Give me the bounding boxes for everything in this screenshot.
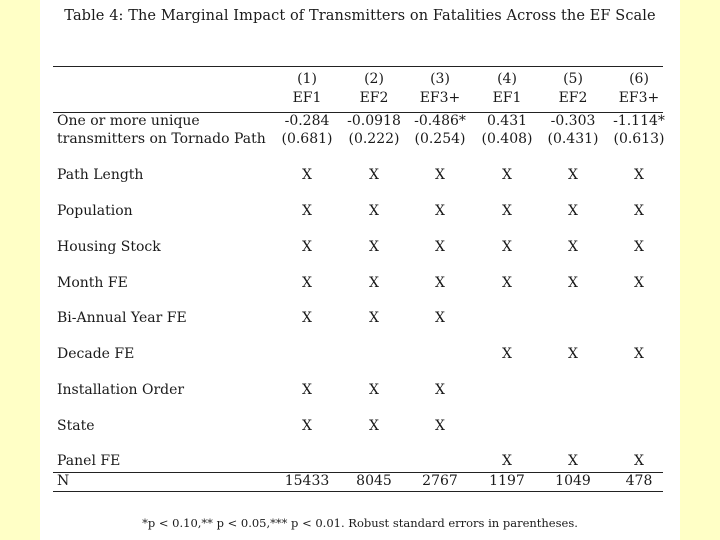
- column-name: EF2: [558, 90, 588, 106]
- control-label: Population: [57, 203, 133, 219]
- control-mark: X: [435, 275, 445, 291]
- control-label: Path Length: [57, 167, 144, 183]
- control-mark: X: [435, 167, 445, 183]
- control-mark: X: [435, 239, 445, 255]
- column-number: (5): [563, 71, 583, 87]
- column-number: (2): [364, 71, 384, 87]
- control-mark: X: [302, 167, 312, 183]
- control-mark: X: [369, 418, 379, 434]
- n-value: 478: [625, 473, 653, 489]
- control-mark: X: [502, 275, 512, 291]
- n-value: 1049: [555, 473, 591, 489]
- control-mark: X: [369, 167, 379, 183]
- control-mark: X: [302, 275, 312, 291]
- paper-page: Table 4: The Marginal Impact of Transmit…: [40, 0, 680, 540]
- control-mark: X: [568, 203, 578, 219]
- n-value: 1197: [489, 473, 525, 489]
- column-number: (1): [297, 71, 317, 87]
- std-error: (0.254): [414, 131, 466, 147]
- coef-label-line1: One or more unique: [57, 113, 200, 129]
- table-caption: Table 4: The Marginal Impact of Transmit…: [64, 8, 656, 24]
- control-mark: X: [634, 453, 644, 469]
- table-header-rule: [53, 112, 663, 113]
- control-mark: X: [302, 203, 312, 219]
- control-mark: X: [369, 239, 379, 255]
- control-mark: X: [502, 346, 512, 362]
- control-mark: X: [302, 382, 312, 398]
- control-mark: X: [568, 167, 578, 183]
- control-label: State: [57, 418, 95, 434]
- control-mark: X: [369, 310, 379, 326]
- column-name: EF3+: [618, 90, 660, 106]
- n-label: N: [57, 473, 70, 489]
- coef-label-line2: transmitters on Tornado Path: [57, 131, 266, 147]
- coef-value: 0.431: [486, 113, 528, 129]
- coef-value: -0.303: [550, 113, 596, 129]
- control-mark: X: [435, 382, 445, 398]
- control-mark: X: [302, 239, 312, 255]
- control-mark: X: [435, 310, 445, 326]
- control-mark: X: [369, 382, 379, 398]
- column-name: EF1: [292, 90, 322, 106]
- column-name: EF3+: [419, 90, 461, 106]
- coef-value: -0.0918: [347, 113, 401, 129]
- table-top-rule: [53, 66, 663, 67]
- control-mark: X: [568, 239, 578, 255]
- control-mark: X: [634, 346, 644, 362]
- control-label: Installation Order: [57, 382, 185, 398]
- control-label: Bi-Annual Year FE: [57, 310, 187, 326]
- control-mark: X: [502, 239, 512, 255]
- column-number: (3): [430, 71, 450, 87]
- std-error: (0.222): [348, 131, 400, 147]
- column-number: (4): [497, 71, 517, 87]
- control-label: Panel FE: [57, 453, 121, 469]
- control-label: Month FE: [57, 275, 128, 291]
- coef-value: -1.114*: [613, 113, 665, 129]
- control-mark: X: [302, 418, 312, 434]
- n-value: 15433: [284, 473, 330, 489]
- n-value: 2767: [422, 473, 458, 489]
- table-footnote: *p < 0.10,** p < 0.05,*** p < 0.01. Robu…: [142, 516, 578, 530]
- control-mark: X: [369, 275, 379, 291]
- std-error: (0.431): [547, 131, 599, 147]
- column-number: (6): [629, 71, 649, 87]
- control-mark: X: [634, 167, 644, 183]
- std-error: (0.681): [281, 131, 333, 147]
- control-mark: X: [369, 203, 379, 219]
- coef-value: -0.486*: [414, 113, 466, 129]
- control-mark: X: [502, 203, 512, 219]
- coef-value: -0.284: [284, 113, 330, 129]
- control-mark: X: [568, 346, 578, 362]
- control-mark: X: [435, 203, 445, 219]
- control-mark: X: [634, 275, 644, 291]
- control-mark: X: [568, 453, 578, 469]
- n-value: 8045: [356, 473, 392, 489]
- table-bottom-rule: [53, 491, 663, 492]
- control-label: Housing Stock: [57, 239, 161, 255]
- std-error: (0.408): [481, 131, 533, 147]
- control-mark: X: [302, 310, 312, 326]
- control-mark: X: [435, 418, 445, 434]
- std-error: (0.613): [613, 131, 665, 147]
- column-name: EF2: [359, 90, 389, 106]
- control-mark: X: [502, 453, 512, 469]
- control-mark: X: [634, 203, 644, 219]
- column-name: EF1: [492, 90, 522, 106]
- control-label: Decade FE: [57, 346, 135, 362]
- control-mark: X: [568, 275, 578, 291]
- control-mark: X: [634, 239, 644, 255]
- table-n-rule: [53, 472, 663, 473]
- control-mark: X: [502, 167, 512, 183]
